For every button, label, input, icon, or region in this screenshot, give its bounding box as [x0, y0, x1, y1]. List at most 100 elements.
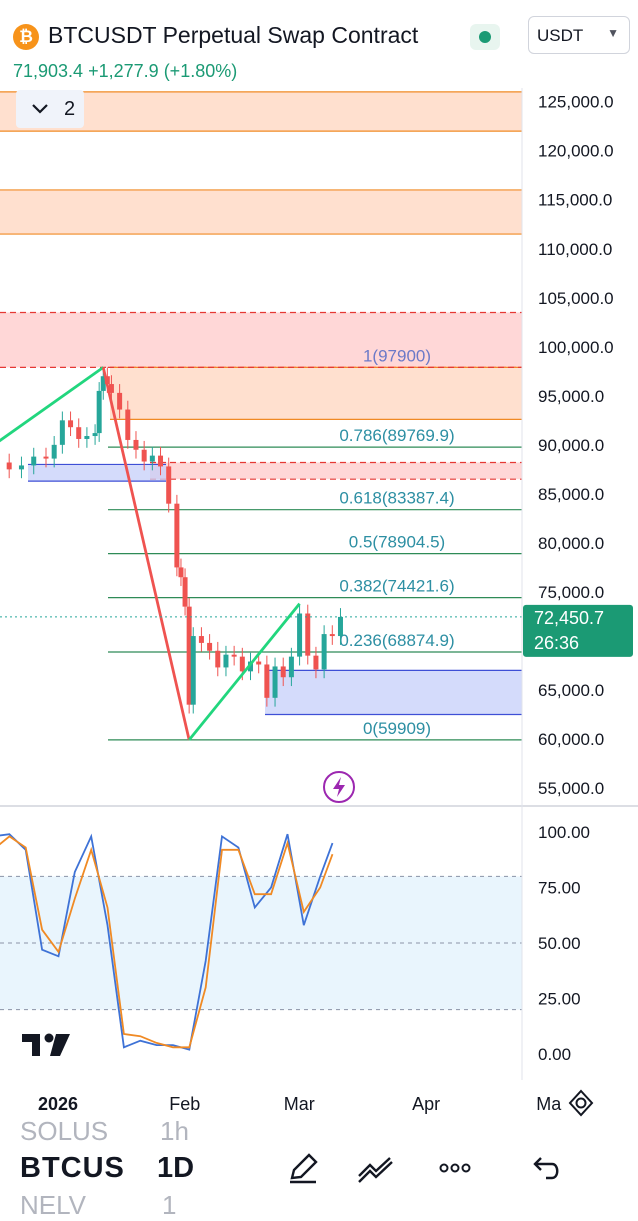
candle-body — [141, 449, 147, 462]
candle-body — [68, 420, 74, 428]
candle-body — [297, 613, 303, 657]
zone-supply-4 — [150, 462, 522, 480]
candle-body — [174, 503, 180, 568]
swing-lines[interactable] — [0, 366, 301, 741]
current-price-marker: 72,450.7 26:36 — [0, 604, 633, 657]
ghost-interval-above: 1h — [160, 1116, 189, 1146]
ghost-symbol-below: NELV — [20, 1190, 86, 1220]
symbol-picker[interactable]: BTCUS — [20, 1152, 125, 1184]
price-tick-label: 95,000.0 — [538, 387, 604, 406]
candle-body — [313, 655, 319, 670]
ghost-interval-below: 1 — [162, 1190, 177, 1220]
chevron-down-icon: ▼ — [607, 26, 619, 40]
candle-body — [100, 376, 106, 391]
price-tick-label: 90,000.0 — [538, 436, 604, 455]
candle-body — [76, 427, 82, 439]
chart-canvas[interactable]: 1(97900) 0.786(89769.9) 0.618(83387.4) 0.5(… — [0, 0, 638, 1128]
swing-line-green — [188, 602, 301, 741]
candle-body — [43, 456, 49, 459]
time-tick-label: 2026 — [38, 1094, 78, 1114]
candle-body — [182, 577, 188, 607]
candle-body — [231, 654, 237, 657]
currency-select[interactable]: USDT ▼ — [528, 16, 630, 54]
flash-icon[interactable] — [322, 770, 356, 804]
candle-body — [96, 390, 102, 434]
currency-label: USDT — [537, 26, 584, 45]
candle-body — [18, 465, 24, 470]
candle-body — [215, 650, 221, 668]
fib-level-label: 1(97900) — [363, 346, 431, 365]
candle-body — [158, 455, 164, 467]
stochastic-axis[interactable]: 100.00 75.00 50.00 25.00 0.00 — [538, 823, 590, 1064]
price-change-pct: (+1.80%) — [163, 61, 238, 81]
price-tick-label: 125,000.0 — [538, 93, 614, 112]
candle-body — [125, 409, 131, 440]
status-dot-icon — [479, 31, 491, 43]
symbol-title[interactable]: BTCUSDT Perpetual Swap Contract — [48, 22, 419, 48]
candle-body — [321, 634, 327, 670]
zone-demand-5 — [28, 464, 166, 482]
fib-level-label: 0.618(83387.4) — [339, 489, 454, 508]
drawings-icon[interactable] — [356, 1150, 396, 1186]
price-badge — [523, 604, 633, 657]
price-tick-label: 75,000.0 — [538, 583, 604, 602]
indicator-collapse-button[interactable]: 2 — [16, 90, 84, 128]
stoch-tick-label: 75.00 — [538, 879, 581, 898]
price-tick-label: 65,000.0 — [538, 681, 604, 700]
price-axis[interactable]: 125,000.0 120,000.0 115,000.0 110,000.0 105,… — [538, 93, 614, 798]
stochastic-pane[interactable] — [0, 833, 522, 1054]
fib-level-label: 0.5(78904.5) — [349, 533, 445, 552]
fib-level-label: 0.236(68874.9) — [339, 631, 454, 650]
swing-line-red — [101, 367, 191, 741]
candle-body — [117, 392, 123, 410]
price-badge-value: 72,450.7 — [534, 608, 604, 628]
settings-icon[interactable] — [566, 1088, 596, 1118]
time-tick-label: Apr — [412, 1094, 440, 1114]
chevron-down-icon — [30, 98, 50, 124]
time-tick-label: Ma — [536, 1094, 562, 1114]
stoch-tick-label: 50.00 — [538, 934, 581, 953]
price-tick-label: 120,000.0 — [538, 142, 614, 161]
price-tick-label: 100,000.0 — [538, 338, 614, 357]
price-change: +1,277.9 — [88, 61, 159, 81]
more-icon[interactable] — [436, 1150, 476, 1186]
price-zones — [0, 91, 522, 716]
candle-body — [264, 664, 270, 698]
candle-body — [166, 466, 172, 504]
fib-level-label: 0(59909) — [363, 719, 431, 738]
candle-body — [186, 606, 192, 705]
fibonacci-retracement[interactable]: 1(97900) 0.786(89769.9) 0.618(83387.4) 0.5(… — [108, 346, 522, 741]
stoch-tick-label: 100.00 — [538, 823, 590, 842]
zone-supply-3 — [110, 367, 522, 420]
candle-body — [305, 613, 311, 656]
price-tick-label: 110,000.0 — [538, 240, 612, 259]
candle-body — [51, 444, 57, 459]
price-tick-label: 80,000.0 — [538, 534, 604, 553]
last-price: 71,903.4 — [13, 61, 84, 81]
candlestick-series — [6, 367, 343, 714]
candle-body — [59, 420, 65, 445]
candle-body — [178, 567, 184, 578]
candle-body — [239, 656, 245, 672]
time-axis[interactable]: 2026 Feb Mar Apr Ma — [38, 1094, 562, 1114]
bottom-toolbar — [0, 1128, 638, 1200]
candle-body — [280, 666, 286, 678]
candle-body — [207, 642, 213, 651]
chart-header: ₿ BTCUSDT Perpetual Swap Contract USDT ▼… — [0, 0, 638, 88]
fib-level-label: 0.786(89769.9) — [339, 426, 454, 445]
candle-body — [31, 456, 37, 466]
interval-picker[interactable]: 1D — [157, 1152, 195, 1184]
pencil-icon[interactable] — [283, 1150, 323, 1186]
zone-supply-0 — [0, 91, 522, 132]
candle-body — [108, 384, 114, 393]
candle-body — [337, 616, 343, 637]
undo-icon[interactable] — [528, 1150, 568, 1186]
candle-body — [272, 666, 278, 698]
tradingview-logo-icon — [20, 1030, 72, 1060]
stoch-d-line — [0, 835, 334, 1049]
market-status-indicator[interactable] — [470, 24, 500, 50]
price-tick-label: 85,000.0 — [538, 485, 604, 504]
price-tick-label: 60,000.0 — [538, 730, 604, 749]
bitcoin-logo-icon: ₿ — [13, 24, 39, 50]
time-tick-label: Mar — [284, 1094, 315, 1114]
